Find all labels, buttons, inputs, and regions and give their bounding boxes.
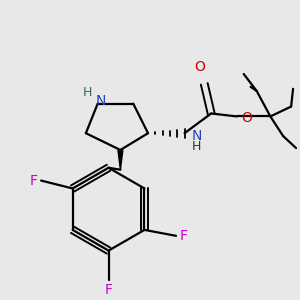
Text: H: H xyxy=(83,86,92,99)
Text: O: O xyxy=(194,60,205,74)
Text: N: N xyxy=(95,94,106,108)
Text: H: H xyxy=(191,140,201,152)
Text: F: F xyxy=(180,229,188,243)
Text: F: F xyxy=(29,174,37,188)
Text: F: F xyxy=(105,283,112,297)
Text: O: O xyxy=(241,111,252,125)
Polygon shape xyxy=(118,150,123,170)
Text: N: N xyxy=(191,129,202,143)
